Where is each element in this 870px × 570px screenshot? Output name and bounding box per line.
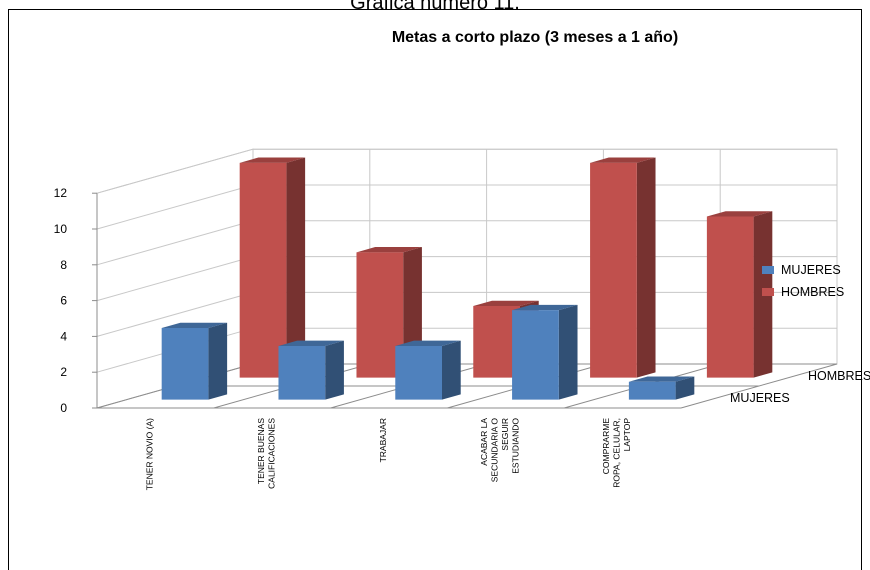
bar-top [706, 211, 773, 217]
bar-mujeres [512, 304, 578, 400]
bar-hombres [590, 157, 656, 378]
legend-swatch-mujeres [762, 266, 774, 274]
category-label-line: TENER BUENAS [256, 418, 266, 484]
y-tick-label: 2 [60, 365, 67, 379]
bar-front [356, 252, 404, 378]
y-tick-label: 0 [60, 401, 67, 415]
category-label-line: SEGUIR [500, 418, 510, 451]
bar-mujeres [628, 376, 695, 400]
category-label-line: LAPTOP [622, 418, 632, 452]
bar-front [278, 345, 326, 400]
bar-front [512, 310, 559, 400]
legend-swatch-hombres [762, 288, 774, 296]
bar-hombres [239, 157, 306, 378]
bar-top [473, 300, 539, 307]
bar-top [356, 247, 422, 253]
bar-front [395, 345, 442, 400]
page-caption: Gráfica número 11. [350, 0, 520, 14]
category-label-line: CALIFICACIONES [266, 418, 276, 489]
y-tick-label: 6 [60, 294, 67, 308]
y-tick-label: 4 [60, 329, 67, 343]
bar-side [636, 157, 656, 378]
bar-side [558, 304, 578, 400]
category-label-line: ESTUDIANDO [511, 418, 521, 474]
bar-mujeres [278, 340, 344, 400]
category-label-line: TRABAJAR [378, 418, 388, 462]
category-label-line: ROPA, CELULAR, [612, 418, 622, 488]
category-label: COMPRARME ROPA, CELULAR, LAPTOP [601, 418, 632, 488]
depth-axis-label: HOMBRES [808, 369, 870, 383]
y-tick-label: 10 [54, 222, 68, 236]
legend-label: HOMBRES [781, 285, 844, 299]
bar-side [208, 322, 228, 400]
bar-side [675, 376, 695, 400]
bar-side [325, 340, 344, 400]
bar-top [278, 340, 344, 346]
bar-mujeres [161, 322, 228, 400]
bar-mujeres [395, 340, 461, 400]
bar-top [161, 322, 228, 329]
category-label-line: ACABAR LA [479, 418, 489, 466]
chart-title: Metas a corto plazo (3 meses a 1 año) [392, 29, 678, 46]
y-tick-label: 12 [54, 186, 68, 200]
bar-top [590, 157, 656, 163]
bar-side [286, 157, 306, 378]
bar-front [239, 162, 287, 378]
category-label: TENER NOVIO (A) [144, 418, 154, 490]
bar-top [239, 157, 306, 163]
bar-top [628, 376, 695, 382]
bar-top [395, 340, 461, 346]
category-label-line: COMPRARME [601, 418, 611, 475]
bar-chart-3d: Metas a corto plazo (3 meses a 1 año) 0 2… [54, 29, 870, 490]
bar-front [706, 216, 754, 378]
y-tick-label: 8 [60, 258, 67, 272]
chart-frame [8, 9, 862, 570]
category-label: TRABAJAR [378, 418, 388, 462]
category-label: ACABAR LA SECUNDARIA O SEGUIR ESTUDIANDO [479, 418, 521, 483]
bar-front [590, 162, 637, 378]
category-label-line: TENER NOVIO (A) [144, 418, 154, 490]
category-label-line: SECUNDARIA O [490, 418, 500, 483]
bar-front [473, 306, 520, 378]
legend-label: MUJERES [781, 263, 841, 277]
category-label: TENER BUENAS CALIFICACIONES [256, 418, 277, 489]
bar-front [161, 328, 209, 400]
bar-side [442, 340, 461, 400]
bar-front [628, 381, 676, 400]
bar-top [512, 304, 578, 311]
gridline-h [96, 148, 837, 194]
depth-axis-label: MUJERES [730, 391, 790, 405]
